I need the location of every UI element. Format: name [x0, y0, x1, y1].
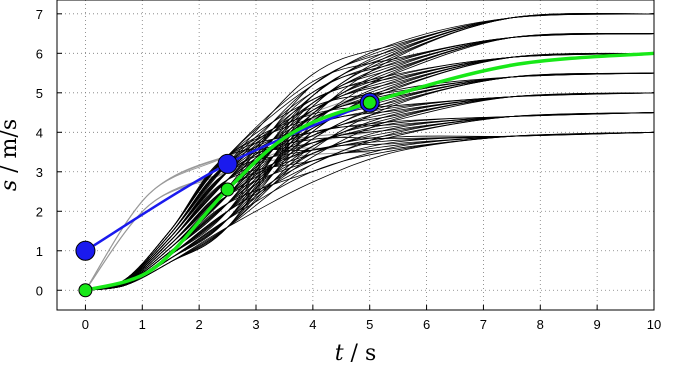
green-series-layer [84, 51, 655, 292]
black-trajectory-50 [85, 112, 655, 291]
x-tick-label: 1 [139, 317, 146, 332]
y-tick-label: 0 [36, 283, 43, 298]
x-tick-label: 5 [366, 317, 373, 332]
black-trajectory-43 [85, 112, 655, 291]
x-tick-label: 2 [196, 317, 203, 332]
x-tick-label: 6 [423, 317, 430, 332]
black-trajectory-57 [85, 112, 655, 291]
x-axis-label-var: t [335, 341, 344, 366]
x-tick-label: 4 [309, 317, 316, 332]
x-axis-label-sep: / [344, 341, 365, 366]
y-tick-label: 7 [36, 7, 43, 22]
black-trajectory-29 [85, 112, 655, 291]
x-tick-label: 9 [594, 317, 601, 332]
x-tick-label: 10 [647, 317, 661, 332]
green-marker-1 [220, 182, 235, 197]
black-trajectory-64 [85, 112, 655, 291]
green-series-line [84, 51, 655, 292]
x-tick-label: 8 [537, 317, 544, 332]
y-axis-label-unit: m/s [0, 119, 22, 159]
x-tick-label: 3 [252, 317, 259, 332]
labels-layer: 0 1 2 3 4 5 6 7 8 9 10 0 1 2 3 4 5 6 7 [36, 7, 661, 332]
black-trajectory-22 [85, 112, 655, 291]
y-axis-label-sep: / [0, 158, 22, 179]
markers-layer [75, 92, 380, 298]
black-trajectory-69 [85, 13, 655, 291]
x-axis-label: t / s [335, 341, 377, 366]
plot-frame [56, 0, 655, 311]
black-trajectory-15 [85, 112, 655, 291]
y-tick-label: 4 [36, 125, 43, 140]
green-marker-0 [78, 283, 93, 298]
y-tick-label: 2 [36, 204, 43, 219]
x-axis-label-unit: s [365, 341, 376, 366]
y-axis-label-var: s [0, 180, 22, 191]
blue-marker-0 [75, 240, 96, 261]
y-axis-label: s / m/s [0, 119, 22, 191]
black-trajectory-1 [85, 112, 655, 291]
green-marker-2 [362, 95, 377, 110]
ticks-layer [57, 13, 655, 310]
y-tick-label: 3 [36, 165, 43, 180]
blue-marker-1 [217, 153, 238, 174]
black-trajectory-36 [85, 112, 655, 291]
y-tick-label: 1 [36, 244, 43, 259]
grid-layer [57, 0, 655, 310]
x-tick-label: 0 [82, 317, 89, 332]
black-trajectory-8 [85, 112, 655, 291]
y-tick-label: 6 [36, 46, 43, 61]
y-tick-label: 5 [36, 86, 43, 101]
x-tick-label: 7 [480, 317, 487, 332]
